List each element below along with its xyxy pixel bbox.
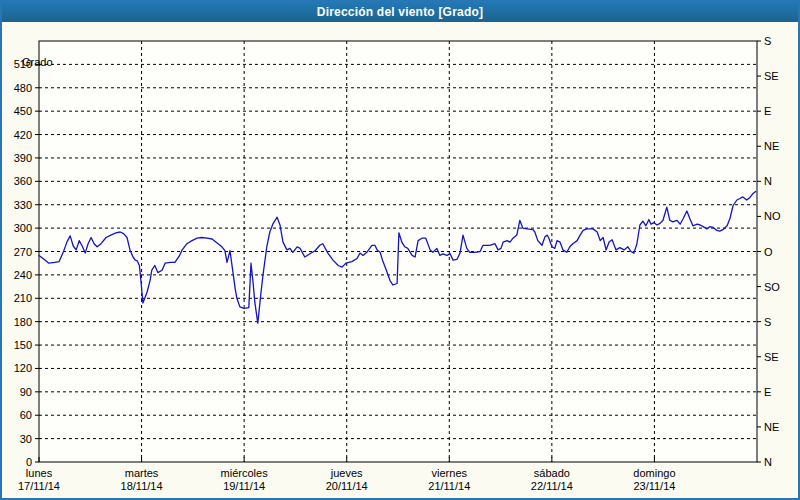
y-right-tick-label: NE [764, 140, 779, 152]
y-left-tick-label: 420 [14, 129, 32, 141]
y-left-tick-label: 360 [14, 175, 32, 187]
y-right-tick-label: N [764, 456, 772, 468]
y-right-tick-label: S [764, 316, 771, 328]
day-date-label: 17/11/14 [18, 480, 60, 492]
y-right-tick-label: E [764, 105, 771, 117]
y-left-tick-label: 390 [14, 152, 32, 164]
wind-direction-chart: 0306090120150180210240270300330360390420… [2, 22, 798, 498]
wind-direction-window: Dirección del viento [Grado] 03060901201… [0, 0, 800, 500]
day-date-label: 22/11/14 [531, 480, 573, 492]
y-left-tick-label: 60 [20, 409, 32, 421]
y-left-tick-label: 480 [14, 82, 32, 94]
y-left-tick-labels: 0306090120150180210240270300330360390420… [14, 58, 39, 468]
chart-title: Dirección del viento [Grado] [317, 5, 483, 19]
y-left-tick-label: 210 [14, 292, 32, 304]
y-left-tick-label: 450 [14, 105, 32, 117]
day-name-label: domingo [633, 467, 675, 479]
chart-title-bar: Dirección del viento [Grado] [2, 2, 798, 22]
day-date-label: 19/11/14 [223, 480, 265, 492]
y-axis-title: Grado [22, 56, 53, 68]
y-right-tick-label: NE [764, 421, 779, 433]
chart-canvas: 0306090120150180210240270300330360390420… [2, 22, 798, 498]
y-right-tick-label: O [764, 246, 773, 258]
y-left-tick-label: 300 [14, 222, 32, 234]
day-date-label: 20/11/14 [326, 480, 368, 492]
y-right-tick-labels: N NE E SE S SO O NO N NE E SE S [757, 35, 781, 468]
day-name-label: viernes [432, 467, 468, 479]
day-date-label: 23/11/14 [633, 480, 675, 492]
y-left-tick-label: 270 [14, 246, 32, 258]
y-left-tick-label: 120 [14, 362, 32, 374]
y-left-tick-label: 90 [20, 386, 32, 398]
day-name-label: martes [125, 467, 159, 479]
y-right-tick-label: E [764, 386, 771, 398]
day-date-label: 21/11/14 [428, 480, 470, 492]
y-right-tick-label: N [764, 175, 772, 187]
y-right-tick-label: SE [764, 351, 779, 363]
day-date-label: 18/11/14 [121, 480, 163, 492]
day-name-label: lunes [26, 467, 53, 479]
y-left-tick-label: 180 [14, 316, 32, 328]
y-left-tick-label: 150 [14, 339, 32, 351]
day-name-label: jueves [330, 467, 363, 479]
y-left-tick-label: 30 [20, 433, 32, 445]
y-right-tick-label: NO [764, 210, 781, 222]
y-left-tick-label: 330 [14, 199, 32, 211]
y-left-tick-label: 240 [14, 269, 32, 281]
day-name-label: miércoles [221, 467, 269, 479]
y-right-tick-label: S [764, 35, 771, 47]
y-right-tick-label: SO [764, 281, 780, 293]
day-name-label: sábado [534, 467, 570, 479]
y-right-tick-label: SE [764, 70, 779, 82]
